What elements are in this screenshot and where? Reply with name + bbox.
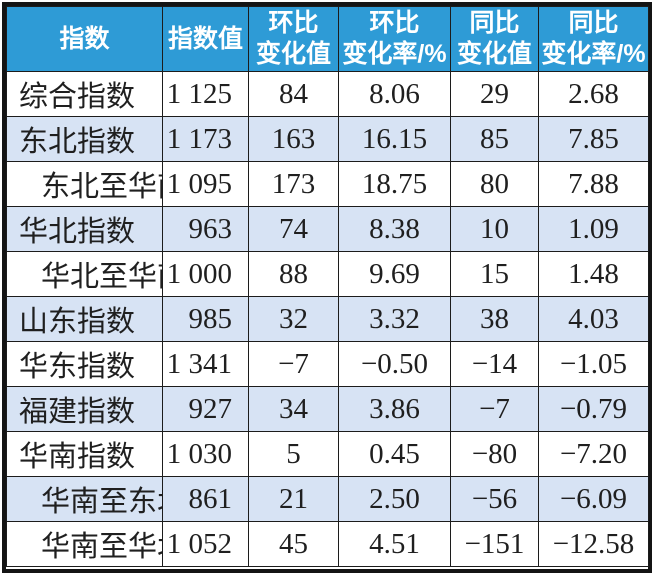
col-header-mom-change-line1: 环比 (268, 9, 319, 37)
index-name-cell: 东北指数 (6, 116, 163, 162)
index-value-cell: 985 (162, 296, 249, 342)
yoy-rate-cell: 7.88 (538, 161, 649, 207)
index-name-cell: 华南至华北 (6, 521, 163, 567)
index-name-cell: 华北至华南 (6, 251, 163, 297)
col-header-yoy-rate-line1: 同比 (568, 9, 619, 37)
mom-rate-cell: 18.75 (338, 161, 451, 207)
table-row-sub: 华南至华北 1 052 45 4.51 −151 −12.58 (6, 521, 649, 567)
index-value-cell: 1 030 (162, 431, 249, 477)
col-header-mom-change: 环比 变化值 (248, 6, 339, 72)
index-name-cell: 华北指数 (6, 206, 163, 252)
header-row: 指数 指数值 环比 变化值 环比 变化率/% 同比 变化值 (6, 6, 649, 72)
yoy-rate-cell: −7.20 (538, 431, 649, 477)
index-name-cell: 山东指数 (6, 296, 163, 342)
index-name-cell: 福建指数 (6, 386, 163, 432)
table-row: 华东指数 1 341 −7 −0.50 −14 −1.05 (6, 341, 649, 387)
yoy-rate-cell: 4.03 (538, 296, 649, 342)
yoy-change-cell: 80 (450, 161, 539, 207)
index-value-cell: 1 173 (162, 116, 249, 162)
col-header-yoy-change-line2: 变化值 (456, 40, 532, 68)
index-name-cell: 华南指数 (6, 431, 163, 477)
mom-change-cell: 88 (248, 251, 339, 297)
col-header-mom-rate: 环比 变化率/% (338, 6, 451, 72)
index-name-cell: 东北至华南 (6, 161, 163, 207)
yoy-rate-cell: −6.09 (538, 476, 649, 522)
mom-change-cell: 163 (248, 116, 339, 162)
index-value-cell: 1 341 (162, 341, 249, 387)
yoy-rate-cell: 7.85 (538, 116, 649, 162)
mom-change-cell: 34 (248, 386, 339, 432)
mom-change-cell: −7 (248, 341, 339, 387)
table-row: 华北指数 963 74 8.38 10 1.09 (6, 206, 649, 252)
mom-change-cell: 45 (248, 521, 339, 567)
mom-change-cell: 173 (248, 161, 339, 207)
mom-change-cell: 21 (248, 476, 339, 522)
index-name-cell: 综合指数 (6, 71, 163, 117)
col-header-index-value-label: 指数值 (167, 24, 243, 53)
mom-rate-cell: 0.45 (338, 431, 451, 477)
mom-change-cell: 74 (248, 206, 339, 252)
col-header-yoy-rate: 同比 变化率/% (538, 6, 649, 72)
table-row: 东北指数 1 173 163 16.15 85 7.85 (6, 116, 649, 162)
mom-rate-cell: 9.69 (338, 251, 451, 297)
col-header-index: 指数 (6, 6, 163, 72)
table-row: 山东指数 985 32 3.32 38 4.03 (6, 296, 649, 342)
index-value-cell: 1 000 (162, 251, 249, 297)
index-value-cell: 861 (162, 476, 249, 522)
col-header-yoy-change: 同比 变化值 (450, 6, 539, 72)
yoy-change-cell: 38 (450, 296, 539, 342)
index-name-cell: 华东指数 (6, 341, 163, 387)
table-row: 综合指数 1 125 84 8.06 29 2.68 (6, 71, 649, 117)
yoy-rate-cell: 1.09 (538, 206, 649, 252)
mom-rate-cell: 3.86 (338, 386, 451, 432)
yoy-change-cell: −14 (450, 341, 539, 387)
yoy-change-cell: −56 (450, 476, 539, 522)
mom-rate-cell: 2.50 (338, 476, 451, 522)
yoy-rate-cell: 2.68 (538, 71, 649, 117)
mom-rate-cell: 4.51 (338, 521, 451, 567)
yoy-change-cell: 85 (450, 116, 539, 162)
index-value-cell: 927 (162, 386, 249, 432)
index-name-cell: 华南至东北 (6, 476, 163, 522)
mom-rate-cell: 8.06 (338, 71, 451, 117)
yoy-change-cell: −7 (450, 386, 539, 432)
table-row-sub: 东北至华南 1 095 173 18.75 80 7.88 (6, 161, 649, 207)
col-header-mom-rate-line2: 变化率/% (342, 40, 447, 68)
index-value-cell: 1 052 (162, 521, 249, 567)
yoy-change-cell: 15 (450, 251, 539, 297)
col-header-index-label: 指数 (59, 24, 110, 53)
index-value-cell: 1 095 (162, 161, 249, 207)
table-row-sub: 华北至华南 1 000 88 9.69 15 1.48 (6, 251, 649, 297)
yoy-change-cell: −80 (450, 431, 539, 477)
col-header-index-value: 指数值 (162, 6, 249, 72)
mom-rate-cell: 16.15 (338, 116, 451, 162)
yoy-rate-cell: −12.58 (538, 521, 649, 567)
table-row: 福建指数 927 34 3.86 −7 −0.79 (6, 386, 649, 432)
index-table: 指数 指数值 环比 变化值 环比 变化率/% 同比 变化值 (6, 6, 649, 567)
mom-change-cell: 5 (248, 431, 339, 477)
yoy-change-cell: −151 (450, 521, 539, 567)
yoy-rate-cell: 1.48 (538, 251, 649, 297)
mom-rate-cell: 8.38 (338, 206, 451, 252)
mom-rate-cell: 3.32 (338, 296, 451, 342)
mom-rate-cell: −0.50 (338, 341, 451, 387)
table-row-sub: 华南至东北 861 21 2.50 −56 −6.09 (6, 476, 649, 522)
col-header-mom-rate-line1: 环比 (369, 9, 420, 37)
table-row: 华南指数 1 030 5 0.45 −80 −7.20 (6, 431, 649, 477)
yoy-change-cell: 10 (450, 206, 539, 252)
col-header-mom-change-line2: 变化值 (255, 40, 331, 68)
yoy-rate-cell: −1.05 (538, 341, 649, 387)
yoy-rate-cell: −0.79 (538, 386, 649, 432)
col-header-yoy-change-line1: 同比 (469, 9, 520, 37)
yoy-change-cell: 29 (450, 71, 539, 117)
index-value-cell: 1 125 (162, 71, 249, 117)
mom-change-cell: 32 (248, 296, 339, 342)
mom-change-cell: 84 (248, 71, 339, 117)
index-value-cell: 963 (162, 206, 249, 252)
col-header-yoy-rate-line2: 变化率/% (541, 40, 646, 68)
